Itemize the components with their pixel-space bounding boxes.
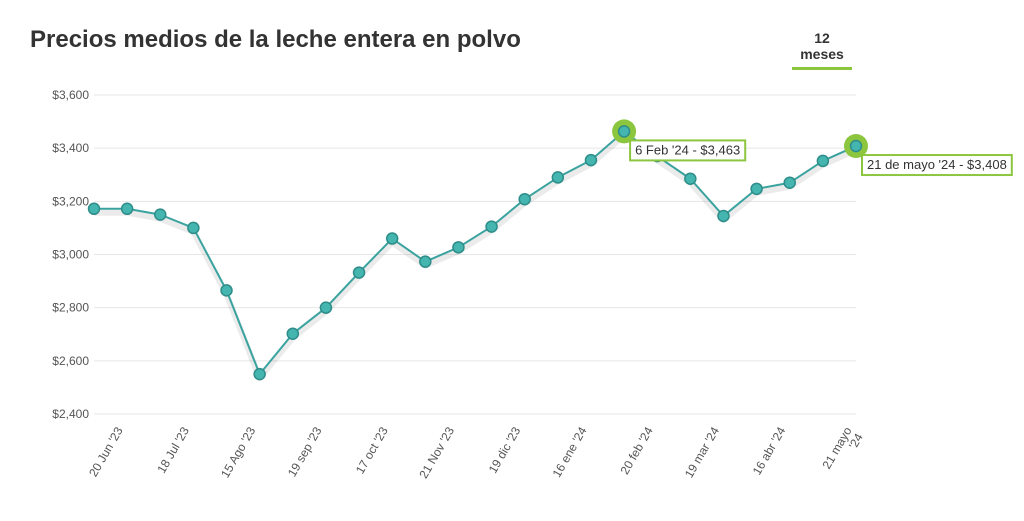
y-axis-ticks: $2,400 $2,600 $2,800 $3,000 $3,200 $3,400 $3,6… [52,88,89,421]
x-tick: 20 feb '24 [618,424,656,477]
data-point[interactable] [518,192,531,206]
x-tick: 19 mar '24 [682,424,722,480]
data-point[interactable] [816,154,830,168]
x-tick: 16 abr '24 [750,424,789,477]
x-tick: 19 sep '23 [285,424,325,479]
data-point[interactable] [783,176,796,189]
x-tick-label: 20 Jun '23 [86,424,126,479]
data-point[interactable] [385,232,399,245]
x-tick-label: 19 sep '23 [285,424,325,479]
y-tick-label: $2,600 [52,354,89,368]
chart-title: Precios medios de la leche entera en pol… [30,26,521,53]
data-point[interactable] [352,266,366,279]
tooltip-box [861,154,1013,177]
x-tick-label: 21 mayo [819,424,854,471]
tooltip-box [629,139,747,162]
x-tick: 21 Nov '23 [416,424,457,481]
tooltip-text: 6 Feb '24 - $3,463 [635,142,740,157]
data-point[interactable] [717,209,730,223]
data-point[interactable] [120,202,134,216]
data-point[interactable] [220,284,233,297]
data-point[interactable] [584,153,598,167]
data-point[interactable] [87,202,101,216]
data-point[interactable] [319,301,333,314]
y-tick-label: $2,800 [52,301,89,315]
data-point[interactable] [154,208,167,221]
data-point[interactable] [551,171,565,184]
x-tick-label: 19 mar '24 [682,424,722,480]
data-point[interactable] [419,255,432,268]
x-tick-label: 19 dic '23 [486,424,524,475]
data-point[interactable] [617,125,631,138]
tooltip-text: 21 de mayo '24 - $3,408 [867,157,1007,172]
data-point[interactable] [452,241,465,254]
data-point[interactable] [253,367,266,381]
y-tick-label: $3,400 [52,141,89,155]
data-point[interactable] [684,172,697,185]
y-tick-label: $2,400 [52,407,89,421]
x-tick-label: 16 abr '24 [750,424,789,477]
x-tick-label: 15 Ago '23 [218,424,258,480]
x-tick: 15 Ago '23 [218,424,258,480]
x-tick: 16 ene '24 [550,424,590,479]
data-points[interactable] [87,119,869,381]
x-tick-label: 18 Jul '23 [154,424,192,475]
tooltip: 21 de mayo '24 - $3,408 [861,154,1013,177]
x-tick: 18 Jul '23 [154,424,192,475]
data-point[interactable] [849,139,863,153]
tooltip: 6 Feb '24 - $3,463 [629,139,747,162]
x-tick: 17 oct '23 [353,424,391,476]
x-tick-label-continued: '24 [846,431,866,452]
tooltips: 6 Feb '24 - $3,463 21 de mayo '24 - $3,40… [629,139,1013,177]
x-tick-label: 21 Nov '23 [416,424,457,481]
data-point[interactable] [286,327,300,340]
x-tick: 20 Jun '23 [86,424,126,479]
x-tick: 21 mayo'24 [819,424,866,471]
y-tick-label: $3,000 [52,248,89,262]
series-line-path [94,130,857,376]
y-tick-label: $3,600 [52,88,89,102]
x-tick-label: 20 feb '24 [618,424,656,477]
data-point[interactable] [485,220,498,233]
data-point[interactable] [750,182,763,196]
y-tick-label: $3,200 [52,194,89,208]
x-axis-ticks: 20 Jun '23 18 Jul '23 15 Ago '23 19 sep '23… [86,424,866,481]
x-tick-label: 17 oct '23 [353,424,391,476]
period-tab-12-months[interactable]: 12 meses [792,30,852,70]
x-tick-label: 16 ene '24 [550,424,590,479]
x-tick: 19 dic '23 [486,424,524,475]
data-point[interactable] [187,221,200,235]
